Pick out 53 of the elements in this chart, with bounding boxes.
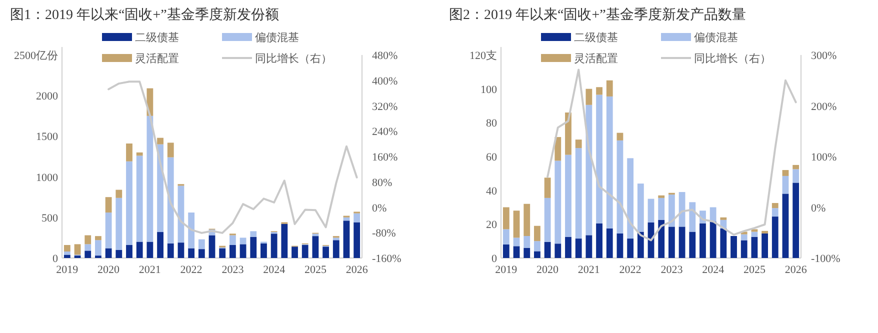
y-tick-label: 500 [42,212,58,224]
x-tick-label: 2019 [56,264,79,276]
y2-tick-label: 0% [372,202,387,214]
x-tick-label: 2025 [304,264,327,276]
x-tick-label: 2019 [495,264,518,276]
y-tick-label: 120支 [470,49,497,62]
x-tick-label: 2024 [702,264,725,276]
x-tick-label: 2023 [660,264,684,276]
y2-tick-label: 300% [811,50,837,62]
x-tick-label: 2021 [138,264,161,276]
y-tick-label: 60 [486,152,498,164]
y2-tick-label: 240% [372,126,398,138]
y-tick-label: 0 [52,253,58,265]
y-tick-label: 100 [480,84,498,96]
x-tick-label: 2023 [222,264,244,276]
legend-label: 偏债混基 [255,31,299,44]
legend-label: 偏债混基 [694,31,738,44]
y-tick-label: 80 [486,118,498,130]
legend-label: 同比增长（右） [255,52,332,65]
y2-tick-label: 200% [811,100,837,113]
legend-label: 二级债基 [574,31,618,44]
x-tick-label: 2021 [578,264,600,276]
y2-tick-label: -160% [372,253,402,265]
legend-label: 灵活配置 [574,53,618,65]
legend-label: 同比增长（右） [694,52,771,65]
chart-title: 图2：2019 年以来“固收+”基金季度新发产品数量 [449,7,746,23]
y-tick-label: 2500亿份 [14,50,58,62]
y-tick-label: 2000 [36,90,58,103]
y2-tick-label: -80% [372,228,396,240]
x-tick-label: 2026 [346,264,368,276]
x-tick-label: 2022 [619,264,642,276]
legend-label: 二级债基 [135,31,179,44]
x-tick-label: 2025 [743,264,766,276]
x-tick-label: 2026 [784,264,808,276]
y-tick-label: 1000 [36,172,58,184]
y2-tick-label: 100% [811,152,837,164]
y-tick-label: 0 [492,253,498,265]
y2-tick-label: -100% [811,253,840,265]
y-tick-label: 40 [486,185,498,198]
y2-tick-label: 160% [372,152,398,164]
y2-tick-label: 480% [372,50,398,62]
x-tick-label: 2024 [263,264,286,276]
x-tick-label: 2020 [536,264,560,276]
y2-tick-label: 320% [372,100,398,113]
y-tick-label: 20 [486,219,498,232]
legend-label: 灵活配置 [135,53,179,65]
x-tick-label: 2022 [180,264,202,276]
y2-tick-label: 0% [811,202,826,214]
chart-title: 图1：2019 年以来“固收+”基金季度新发份额 [10,7,279,23]
x-tick-label: 2020 [98,264,120,276]
y-tick-label: 1500 [36,131,58,144]
y2-tick-label: 80% [372,176,392,189]
y2-tick-label: 400% [372,75,398,88]
